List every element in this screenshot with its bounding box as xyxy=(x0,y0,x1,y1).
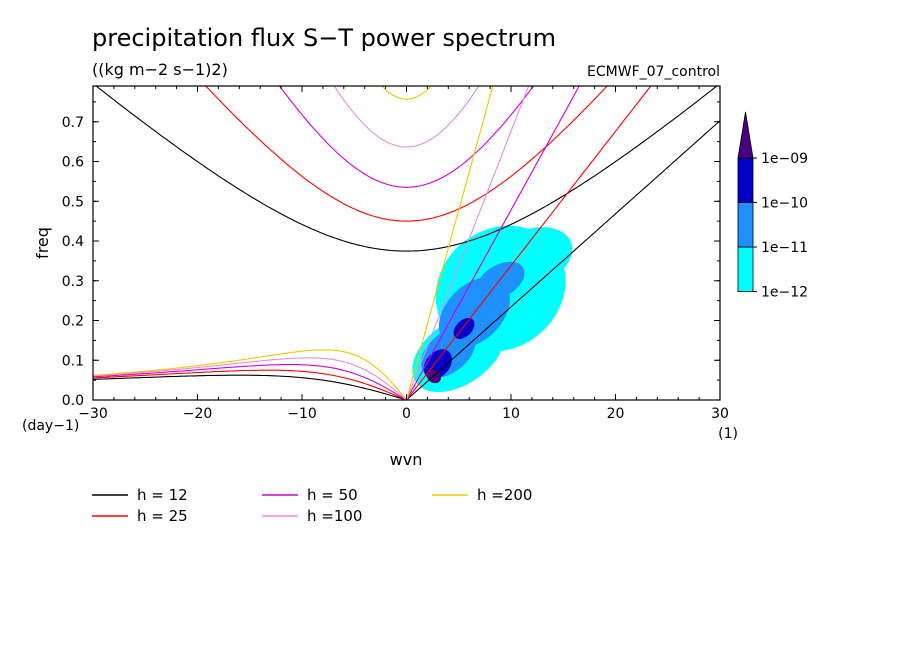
kelvin-curve-4 xyxy=(405,86,494,400)
colorbar-top-triangle xyxy=(737,111,754,159)
x-unit-label: (1) xyxy=(718,426,738,442)
gravity-wave-curve-2 xyxy=(278,86,535,188)
rossby-curve-1 xyxy=(93,369,407,400)
x-tick-label: −20 xyxy=(183,406,213,422)
colorbar-label: 1e−10 xyxy=(761,196,808,212)
y-tick-label: 0.5 xyxy=(62,194,84,210)
rossby-curve-2 xyxy=(93,363,407,400)
colorbar-label: 1e−11 xyxy=(761,240,808,256)
x-axis-label: wvn xyxy=(390,450,423,469)
y-tick-label: 0.1 xyxy=(62,353,84,369)
gravity-wave-curve-0 xyxy=(95,86,718,252)
x-tick-label: −10 xyxy=(287,406,317,422)
run-label: ECMWF_07_control xyxy=(587,64,720,80)
gravity-wave-curve-4 xyxy=(381,86,432,100)
y-tick-label: 0.3 xyxy=(62,274,84,290)
kelvin-curve-3 xyxy=(405,86,530,400)
kelvin-curve-0 xyxy=(406,120,720,400)
rossby-curve-0 xyxy=(93,374,407,400)
plot-frame xyxy=(92,85,721,401)
colorbar-label: 1e−09 xyxy=(761,151,808,167)
colorbar-label: 1e−12 xyxy=(761,285,808,301)
y-tick-label: 0.2 xyxy=(62,314,84,330)
x-tick-label: 10 xyxy=(502,406,520,422)
x-tick-label: 30 xyxy=(711,406,729,422)
y-tick-label: 0.4 xyxy=(62,234,84,250)
chart-units: ((kg m−2 s−1)2) xyxy=(92,60,228,79)
kelvin-curve-1 xyxy=(406,86,652,400)
colorbar-band-2 xyxy=(737,157,754,203)
x-tick-label: −30 xyxy=(78,406,108,422)
dispersion-curves xyxy=(93,86,720,400)
y-tick-label: 0.6 xyxy=(62,155,84,171)
legend-label-2: h = 50 xyxy=(307,486,358,504)
chart-title: precipitation flux S−T power spectrum xyxy=(92,24,556,52)
spectrum-contours xyxy=(412,225,573,393)
kelvin-curve-2 xyxy=(406,86,580,400)
colorbar: 1e−12 1e−11 1e−10 1e−09 xyxy=(737,111,808,301)
y-axis-label: freq xyxy=(33,227,52,259)
legend: h = 12 h = 25 h = 50 h =100 h =200 xyxy=(92,486,532,525)
colorbar-band-0 xyxy=(737,246,754,292)
legend-label-0: h = 12 xyxy=(137,486,188,504)
colorbar-band-1 xyxy=(737,202,754,248)
spectrum-blob-5 xyxy=(476,261,525,300)
y-axis-ticks: 0.0 0.1 0.2 0.3 0.4 0.5 0.6 0.7 xyxy=(62,101,720,409)
gravity-wave-curve-3 xyxy=(333,86,480,148)
y-unit-label: (day−1) xyxy=(22,418,79,434)
legend-label-3: h =100 xyxy=(307,507,362,525)
gravity-wave-curve-1 xyxy=(205,86,608,222)
y-tick-label: 0.0 xyxy=(62,393,84,409)
rossby-curve-4 xyxy=(93,349,407,400)
y-tick-label: 0.7 xyxy=(62,115,84,131)
x-axis-ticks: −30 −20 −10 0 10 20 30 xyxy=(78,86,729,422)
x-tick-label: 20 xyxy=(607,406,625,422)
legend-label-4: h =200 xyxy=(477,486,532,504)
rossby-curve-3 xyxy=(93,357,407,400)
x-tick-label: 0 xyxy=(402,406,411,422)
legend-label-1: h = 25 xyxy=(137,507,188,525)
